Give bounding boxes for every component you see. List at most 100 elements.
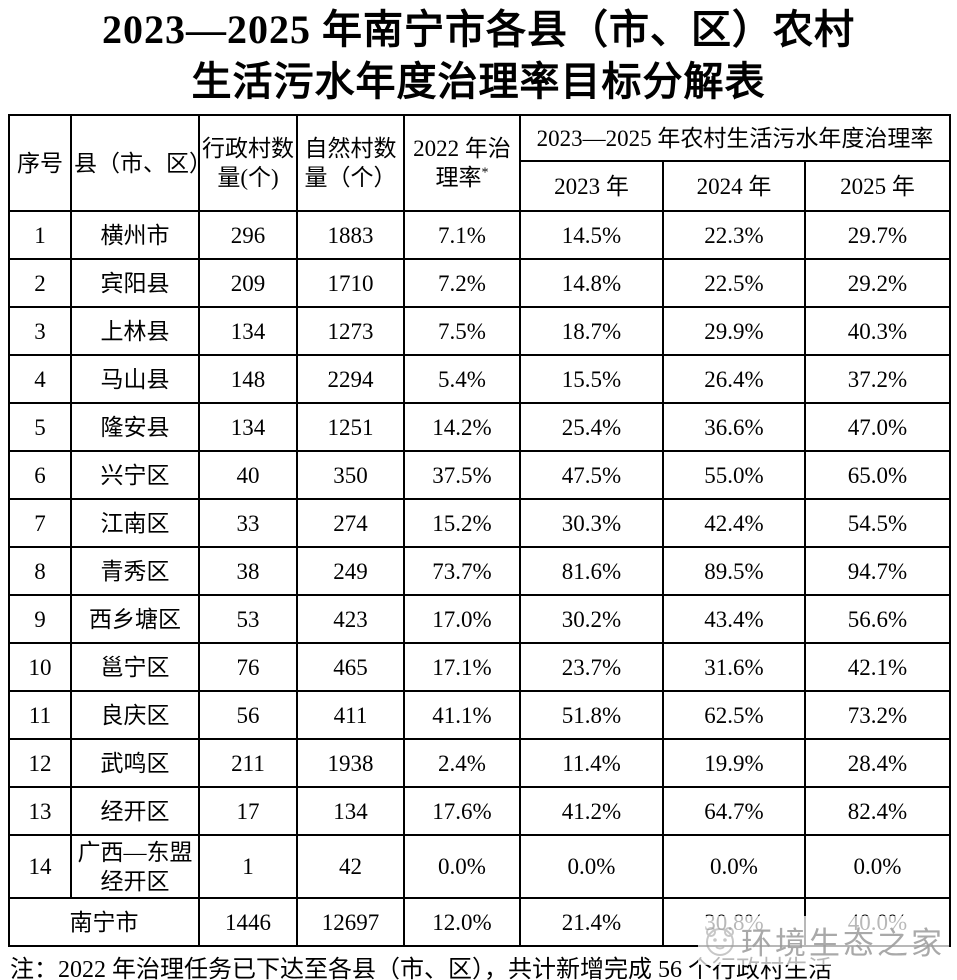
cell-county: 邕宁区 [70,642,200,692]
cell-2025-rate: 82.4% [804,786,951,836]
cell-admin-villages: 296 [198,210,298,260]
cell-2022-rate: 5.4% [403,354,521,404]
cell-2025-rate: 94.7% [804,546,951,596]
cell-2025-rate: 28.4% [804,738,951,788]
cell-2024-rate: 42.4% [662,498,806,548]
cell-county: 横州市 [70,210,200,260]
cell-natural-villages: 465 [296,642,405,692]
footnote-asterisk: * [481,165,489,181]
cell-natural-villages: 2294 [296,354,405,404]
cell-seq: 3 [8,306,72,356]
cell-2022-rate: 15.2% [403,498,521,548]
cell-county: 良庆区 [70,690,200,740]
cell-natural-villages: 274 [296,498,405,548]
cell-seq: 4 [8,354,72,404]
cell-2024-rate: 31.6% [662,642,806,692]
table-row: 3 上林县 134 1273 7.5% 18.7% 29.9% 40.3% [8,306,951,356]
cell-natural-villages: 1273 [296,306,405,356]
cell-seq: 12 [8,738,72,788]
cell-admin-villages: 134 [198,402,298,452]
cell-admin-villages: 33 [198,498,298,548]
table-header-row-2: 2023 年 2024 年 2025 年 [9,160,951,212]
cell-seq: 5 [8,402,72,452]
cell-2024-rate: 43.4% [662,594,806,644]
cell-2023-rate: 15.5% [519,354,664,404]
cell-2025-rate: 65.0% [804,450,951,500]
cell-2023-rate: 25.4% [519,402,664,452]
cell-county: 武鸣区 [70,738,200,788]
cell-2024-rate: 55.0% [662,450,806,500]
cell-2023-rate: 30.3% [519,498,664,548]
col-header-2023: 2023 年 [519,160,664,212]
cell-seq: 8 [8,546,72,596]
cell-2023-rate: 81.6% [519,546,664,596]
cell-2025-rate: 29.2% [804,258,951,308]
cell-2022-rate: 7.1% [403,210,521,260]
table-row: 1 横州市 296 1883 7.1% 14.5% 22.3% 29.7% [8,210,951,260]
title-line-2: 生活污水年度治理率目标分解表 [191,59,766,104]
cell-admin-villages: 76 [198,642,298,692]
cell-county: 江南区 [70,498,200,548]
cell-total-county: 南宁市 [8,897,200,947]
cell-natural-villages: 1883 [296,210,405,260]
cell-county: 经开区 [70,786,200,836]
cell-2024-rate: 26.4% [662,354,806,404]
table-row: 2 宾阳县 209 1710 7.2% 14.8% 22.5% 29.2% [8,258,951,308]
target-breakdown-table: 序号 县（市、区） 行政村数量(个) 自然村数量（个） 2022 年治理率* 2… [8,114,951,947]
cell-county: 宾阳县 [70,258,200,308]
cell-2022-rate: 0.0% [403,834,521,899]
cell-total-2023-rate: 21.4% [519,897,664,947]
cell-2025-rate: 0.0% [804,834,951,899]
cell-2024-rate: 36.6% [662,402,806,452]
cell-admin-villages: 40 [198,450,298,500]
cell-natural-villages: 249 [296,546,405,596]
cell-county: 广西—东盟经开区 [70,834,200,899]
col-header-natural-villages: 自然村数量（个） [296,114,405,212]
cell-2024-rate: 22.5% [662,258,806,308]
cell-natural-villages: 1251 [296,402,405,452]
watermark-logo-icon [706,926,734,956]
cell-2023-rate: 11.4% [519,738,664,788]
cell-natural-villages: 423 [296,594,405,644]
cell-2025-rate: 29.7% [804,210,951,260]
table-row: 4 马山县 148 2294 5.4% 15.5% 26.4% 37.2% [8,354,951,404]
col-header-rate-span: 2023—2025 年农村生活污水年度治理率 [519,114,951,162]
cell-2025-rate: 54.5% [804,498,951,548]
cell-seq: 13 [8,786,72,836]
cell-admin-villages: 38 [198,546,298,596]
col-header-2025: 2025 年 [804,160,951,212]
cell-county: 兴宁区 [70,450,200,500]
watermark: 环境生态之家 [698,916,949,965]
table-row: 14 广西—东盟经开区 1 42 0.0% 0.0% 0.0% 0.0% [8,834,951,899]
col-header-2024: 2024 年 [662,160,806,212]
cell-seq: 7 [8,498,72,548]
cell-2025-rate: 40.3% [804,306,951,356]
col-header-seq: 序号 [8,114,72,212]
cell-total-2022-rate: 12.0% [403,897,521,947]
footnote: 注：2022 年治理任务已下达至各县（市、区），共计新增完成 56 个行政村生活… [10,954,945,980]
cell-2022-rate: 41.1% [403,690,521,740]
cell-2023-rate: 18.7% [519,306,664,356]
cell-total-natural-villages: 12697 [296,897,405,947]
cell-2025-rate: 37.2% [804,354,951,404]
cell-2023-rate: 14.8% [519,258,664,308]
table-row: 12 武鸣区 211 1938 2.4% 11.4% 19.9% 28.4% [8,738,951,788]
cell-natural-villages: 42 [296,834,405,899]
title-line-1: 2023—2025 年南宁市各县（市、区）农村 [102,7,855,52]
cell-2022-rate: 17.0% [403,594,521,644]
cell-admin-villages: 17 [198,786,298,836]
cell-county: 隆安县 [70,402,200,452]
cell-natural-villages: 411 [296,690,405,740]
col-header-county: 县（市、区） [70,114,200,212]
table-row: 5 隆安县 134 1251 14.2% 25.4% 36.6% 47.0% [8,402,951,452]
cell-2022-rate: 7.2% [403,258,521,308]
cell-2022-rate: 37.5% [403,450,521,500]
table-row: 13 经开区 17 134 17.6% 41.2% 64.7% 82.4% [8,786,951,836]
cell-seq: 11 [8,690,72,740]
cell-2023-rate: 47.5% [519,450,664,500]
table-row: 7 江南区 33 274 15.2% 30.3% 42.4% 54.5% [8,498,951,548]
cell-seq: 1 [8,210,72,260]
col-header-admin-villages: 行政村数量(个) [198,114,298,212]
cell-admin-villages: 53 [198,594,298,644]
